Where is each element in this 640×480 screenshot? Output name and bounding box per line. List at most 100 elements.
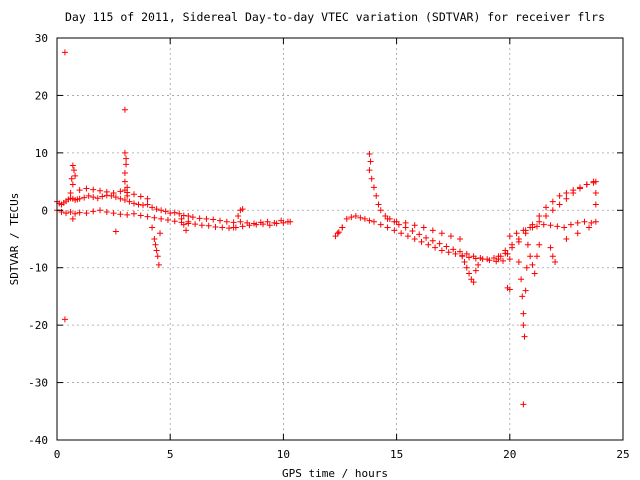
data-point (411, 222, 418, 229)
data-point (124, 192, 131, 199)
data-point (529, 261, 536, 268)
data-point (135, 201, 142, 208)
data-point (420, 224, 427, 231)
data-point (361, 215, 368, 222)
data-point (205, 222, 212, 229)
data-point (466, 270, 473, 277)
data-point (121, 187, 128, 194)
data-point (373, 192, 380, 199)
data-point (196, 215, 203, 222)
data-point (518, 276, 525, 283)
data-point (393, 218, 400, 225)
data-point (586, 224, 593, 231)
data-point (110, 190, 117, 197)
data-point (140, 202, 147, 209)
data-point (366, 167, 373, 174)
y-tick-label: 20 (35, 89, 48, 102)
data-point (117, 211, 124, 218)
data-point (547, 222, 554, 229)
data-point (500, 257, 507, 264)
y-tick-label: 30 (35, 32, 48, 45)
x-tick-label: 5 (167, 448, 174, 461)
data-point (158, 215, 165, 222)
data-point (519, 293, 526, 300)
data-point (152, 241, 159, 248)
data-point (90, 194, 97, 201)
data-point (212, 223, 219, 230)
data-point (463, 264, 470, 271)
data-point (477, 254, 484, 261)
data-point (506, 256, 513, 263)
data-point (67, 209, 74, 216)
data-point (176, 210, 183, 217)
data-point (506, 286, 513, 293)
data-point (352, 213, 359, 220)
data-point (192, 221, 199, 228)
data-point (99, 193, 106, 200)
data-point (130, 191, 137, 198)
data-point (230, 219, 237, 226)
data-point (171, 209, 178, 216)
data-point (180, 212, 187, 219)
data-point (180, 221, 187, 228)
data-point (121, 178, 128, 185)
plot-frame (56, 37, 624, 441)
data-point (377, 207, 384, 214)
data-point (543, 213, 550, 220)
data-point (153, 247, 160, 254)
data-point (189, 214, 196, 221)
data-point (540, 221, 547, 228)
data-point (521, 333, 528, 340)
data-point (85, 192, 92, 199)
data-point (384, 215, 391, 222)
data-point (366, 217, 373, 224)
data-point (368, 175, 375, 182)
data-point (416, 231, 423, 238)
data-point (470, 279, 477, 286)
data-point (533, 223, 540, 230)
data-point (502, 247, 509, 254)
x-tick-label: 25 (616, 448, 629, 461)
data-point (130, 200, 137, 207)
data-point (144, 213, 151, 220)
data-point (524, 241, 531, 248)
data-point (391, 227, 398, 234)
data-point (69, 215, 76, 222)
data-point (287, 218, 294, 225)
data-point (515, 236, 522, 242)
data-point (63, 210, 70, 217)
data-point (61, 49, 68, 56)
data-point (384, 224, 391, 231)
data-point (246, 222, 253, 229)
data-point (520, 322, 527, 329)
data-point (153, 206, 160, 213)
data-point (567, 221, 574, 228)
data-point (151, 236, 158, 242)
data-point (144, 195, 151, 202)
data-point (527, 224, 534, 231)
data-point (520, 401, 527, 408)
data-point (574, 219, 581, 226)
data-point (171, 218, 178, 225)
data-point (210, 216, 217, 223)
x-axis-label: GPS time / hours (282, 467, 388, 480)
data-point (370, 218, 377, 225)
data-point (520, 227, 527, 234)
data-point (484, 256, 491, 263)
data-point (185, 213, 192, 220)
chart-title: Day 115 of 2011, Sidereal Day-to-day VTE… (65, 10, 605, 24)
data-point (472, 267, 479, 274)
x-tick-labels: 0 5 10 15 20 25 (54, 448, 630, 461)
data-point (94, 195, 101, 202)
data-point (527, 253, 534, 260)
data-point (574, 230, 581, 237)
data-point (348, 214, 355, 221)
data-point (436, 240, 443, 247)
data-point (549, 198, 556, 205)
data-point (576, 184, 583, 191)
data-point (495, 253, 502, 260)
data-point (123, 161, 130, 168)
data-point (445, 249, 452, 256)
data-point (438, 230, 445, 237)
data-point (461, 258, 468, 265)
